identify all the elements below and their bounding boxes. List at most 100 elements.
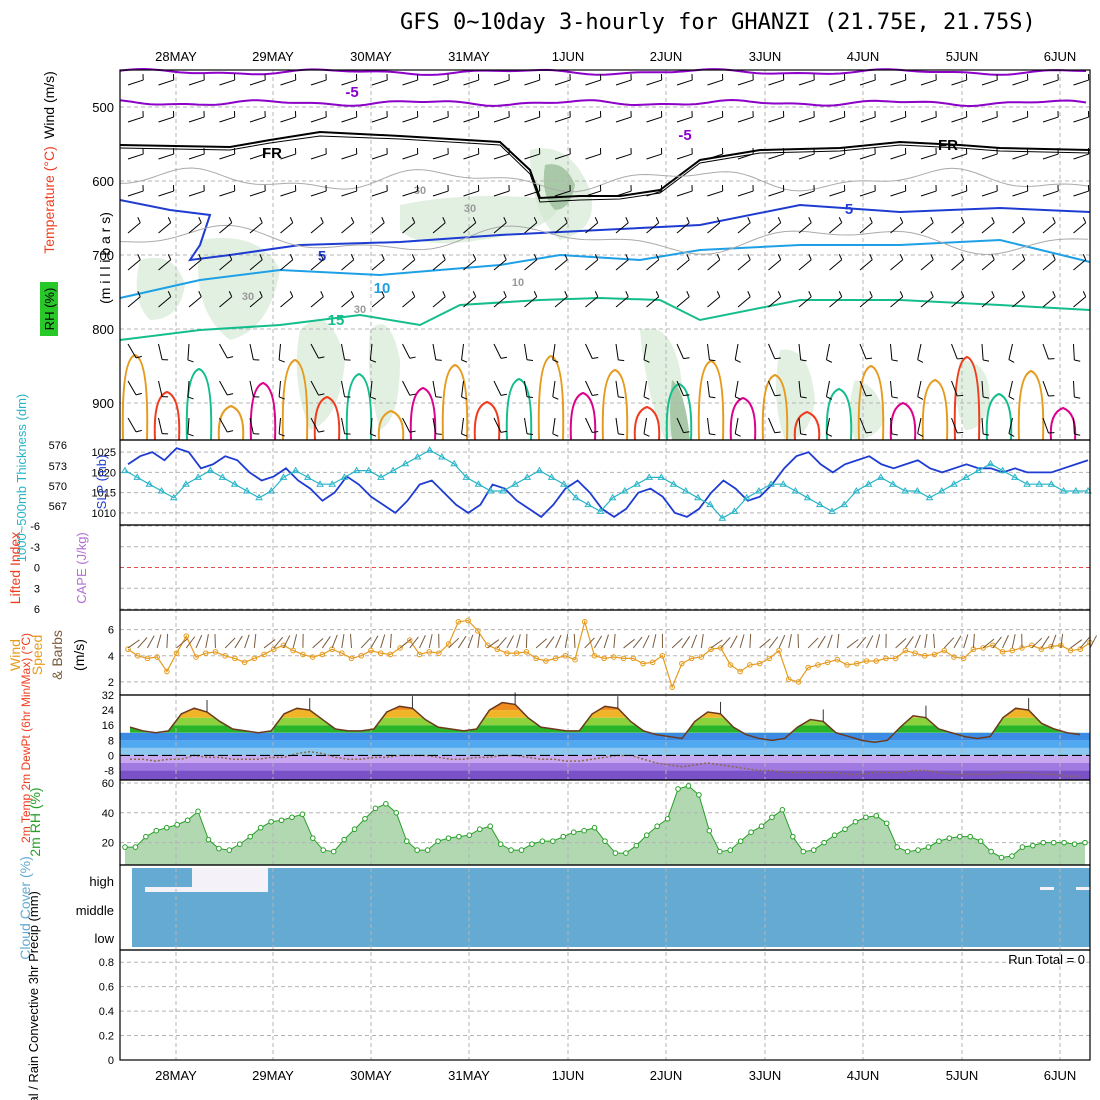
wind-barb: [829, 222, 843, 234]
wind-barb: [707, 343, 710, 360]
wind-barb: [1008, 417, 1013, 434]
wind-barb: [646, 190, 662, 197]
wind-barb-flag: [167, 254, 172, 260]
rh-point: [1061, 839, 1067, 846]
wind-speed-point: [261, 651, 267, 658]
wind-barb: [890, 79, 906, 86]
rh-point: [602, 838, 608, 844]
contour-label: -5: [345, 84, 358, 101]
wind-barb: [768, 190, 784, 197]
precip-tick-label: 0.2: [99, 1031, 114, 1043]
thickness-marker: [974, 466, 983, 474]
wind-barb: [1012, 190, 1028, 197]
wind-barb-flag: [1021, 254, 1026, 260]
lifted-index-tick-label: 6: [34, 604, 40, 616]
wind-barb: [158, 222, 172, 234]
wind-barb-10m: [253, 633, 257, 648]
wind-barb-10m: [428, 634, 433, 649]
surface-contour: [569, 391, 597, 441]
wind-barb: [554, 116, 571, 123]
wind-barb: [127, 79, 144, 86]
wind-barb: [890, 259, 904, 271]
wind-barb: [493, 417, 502, 433]
wind-barb-flag: [808, 254, 812, 260]
wind-barb-flag: [503, 291, 507, 297]
thickness-marker: [535, 466, 544, 474]
slp-line: [127, 447, 1089, 519]
wind-barb: [676, 153, 693, 160]
wind-barb: [493, 79, 510, 86]
surface-contour: [921, 378, 949, 441]
wind-barb: [920, 222, 934, 234]
wind-barb: [981, 153, 998, 160]
thickness-ylabel: 1000~500mb Thickness (dm): [14, 394, 29, 563]
bottom-date-label: 30MAY: [350, 1068, 392, 1083]
wind-barb-10m: [1070, 639, 1083, 649]
thickness-marker: [742, 493, 751, 501]
wind-speed-point: [883, 655, 889, 662]
wind-speed-point: [824, 659, 831, 666]
thickness-marker: [620, 487, 629, 494]
wind-barb-10m: [273, 636, 284, 649]
wind-barb-flag: [381, 254, 385, 260]
wind-barb-flag: [774, 357, 781, 360]
rh-point: [216, 845, 222, 852]
wind-barb-flag: [826, 359, 833, 363]
surface-contour: [121, 353, 149, 441]
wind-barb-flag: [930, 217, 934, 223]
wind-barb: [249, 222, 263, 234]
wind-barb: [402, 222, 416, 234]
wind-speed-point: [348, 655, 355, 662]
wind-barb: [734, 343, 739, 360]
wind-barb: [280, 222, 294, 234]
top-date-label: 30MAY: [350, 49, 392, 64]
rh-point: [310, 835, 316, 841]
wind-speed-point: [183, 633, 190, 639]
wind-speed-point: [1067, 647, 1074, 654]
wind-barb: [552, 380, 556, 397]
wind-barb: [219, 296, 233, 308]
wind-barb: [158, 79, 174, 86]
wind-barb-flag: [899, 217, 904, 223]
wind-barb: [829, 296, 843, 308]
temp-contour-15: [119, 296, 1091, 341]
surface-contour: [281, 358, 309, 441]
wind-speed-point: [698, 654, 705, 660]
wind-barb: [859, 153, 876, 160]
rh-point: [174, 821, 180, 828]
wind-barb: [369, 417, 373, 434]
rh-point: [393, 810, 400, 816]
wind-barb: [1042, 296, 1056, 308]
wind-barb: [432, 259, 446, 271]
wind-barb: [981, 222, 995, 234]
chart-title: GFS 0~10day 3-hourly for GHANZI (21.75E,…: [400, 10, 1036, 35]
wind-barb: [187, 417, 190, 434]
wind-barb: [890, 343, 893, 360]
thickness-marker: [425, 446, 434, 453]
rh-point: [122, 844, 128, 850]
wind-barb: [859, 79, 876, 86]
temp-band: [120, 695, 1090, 703]
rh-point: [278, 817, 285, 824]
wind-barb: [981, 190, 998, 197]
temp-band: [120, 755, 1090, 763]
wind-speed-point: [766, 655, 773, 662]
wind-barb: [158, 296, 172, 308]
wind-barb: [1073, 190, 1089, 197]
rh-point: [946, 835, 953, 841]
rh-point: [372, 805, 379, 812]
wind-barb-10m: [564, 634, 569, 649]
rh-point: [696, 792, 702, 798]
wind-barb-10m: [292, 634, 298, 649]
wind-barb-flag: [983, 359, 990, 362]
wind-speed-point: [300, 651, 306, 658]
wind-barb: [371, 296, 385, 308]
wind-barb-flag: [564, 254, 568, 260]
wind-barb-flag: [381, 291, 385, 297]
wind-barb: [280, 153, 296, 160]
wind-barb: [768, 153, 784, 160]
temp-band: [130, 725, 1080, 733]
wind-barb-10m: [146, 635, 155, 649]
rh-point: [810, 847, 817, 853]
surface-contour: [345, 372, 373, 441]
